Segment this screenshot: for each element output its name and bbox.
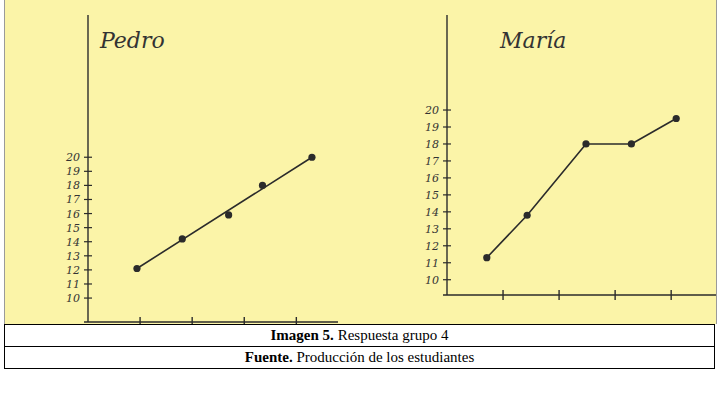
y-tick xyxy=(443,109,451,110)
y-tick xyxy=(84,297,92,298)
source-row: Fuente. Producción de los estudiantes xyxy=(4,346,715,369)
y-tick xyxy=(443,143,451,144)
y-tick xyxy=(443,160,451,161)
y-tick xyxy=(84,255,92,256)
caption-row: Imagen 5. Respuesta grupo 4 xyxy=(4,324,715,347)
y-tick-label: 12 xyxy=(425,240,439,253)
y-tick xyxy=(84,171,92,172)
data-point xyxy=(524,212,531,219)
y-axis xyxy=(446,15,447,295)
plot-area xyxy=(483,115,680,261)
y-tick-label: 14 xyxy=(66,236,80,249)
x-axis xyxy=(84,321,338,322)
y-tick-label: 13 xyxy=(66,250,80,263)
y-tick xyxy=(443,177,451,178)
plot-area xyxy=(133,154,315,272)
y-tick-label: 11 xyxy=(66,278,80,291)
y-tick-label: 16 xyxy=(66,208,80,221)
data-point xyxy=(582,140,589,147)
y-tick-label: 20 xyxy=(65,151,80,164)
y-tick xyxy=(443,262,451,263)
y-tick-label: 11 xyxy=(425,257,439,270)
y-tick-label: 17 xyxy=(425,155,439,168)
y-tick xyxy=(443,211,451,212)
page: Pedro1011121314151617181920María10111213… xyxy=(0,0,721,393)
y-tick xyxy=(84,269,92,270)
data-line xyxy=(487,119,676,258)
y-tick-label: 17 xyxy=(66,193,80,206)
y-tick-label: 13 xyxy=(425,223,439,236)
chart-title: Pedro xyxy=(99,28,165,53)
y-tick-label: 18 xyxy=(66,179,80,192)
chart-title: María xyxy=(499,28,566,53)
source-label: Fuente. xyxy=(245,349,293,365)
y-tick xyxy=(443,245,451,246)
y-tick xyxy=(443,126,451,127)
y-tick xyxy=(443,279,451,280)
y-tick xyxy=(84,227,92,228)
y-tick-label: 15 xyxy=(66,222,80,235)
source-text: Producción de los estudiantes xyxy=(296,349,474,365)
y-tick xyxy=(84,157,92,158)
y-tick-label: 16 xyxy=(425,172,439,185)
x-axis xyxy=(443,294,716,295)
y-tick-label: 20 xyxy=(424,104,439,117)
y-tick xyxy=(84,241,92,242)
data-line xyxy=(137,157,312,268)
y-tick-label: 14 xyxy=(425,206,439,219)
y-tick-label: 10 xyxy=(425,274,439,287)
x-tick xyxy=(670,290,671,300)
y-tick-label: 12 xyxy=(66,264,80,277)
y-tick xyxy=(84,283,92,284)
data-point xyxy=(628,140,635,147)
x-tick xyxy=(614,290,615,300)
y-tick-label: 19 xyxy=(425,121,439,134)
y-tick xyxy=(84,185,92,186)
y-axis xyxy=(87,15,88,322)
x-tick xyxy=(502,290,503,300)
y-tick-label: 10 xyxy=(66,292,80,305)
caption-text: Respuesta grupo 4 xyxy=(338,327,449,343)
caption-label: Imagen 5. xyxy=(271,327,334,343)
y-tick xyxy=(443,228,451,229)
data-point xyxy=(483,254,490,261)
data-point xyxy=(673,115,680,122)
y-tick xyxy=(443,194,451,195)
x-tick xyxy=(558,290,559,300)
y-tick-label: 15 xyxy=(425,189,439,202)
chart: Pedro 10111213141516 17181920 xyxy=(65,15,338,327)
y-tick xyxy=(84,199,92,200)
y-tick xyxy=(84,213,92,214)
y-tick-label: 19 xyxy=(66,165,80,178)
y-tick-label: 18 xyxy=(425,138,439,151)
chart: María 10 11 12 13 14 15 16 17 18 19 20 xyxy=(424,15,716,300)
